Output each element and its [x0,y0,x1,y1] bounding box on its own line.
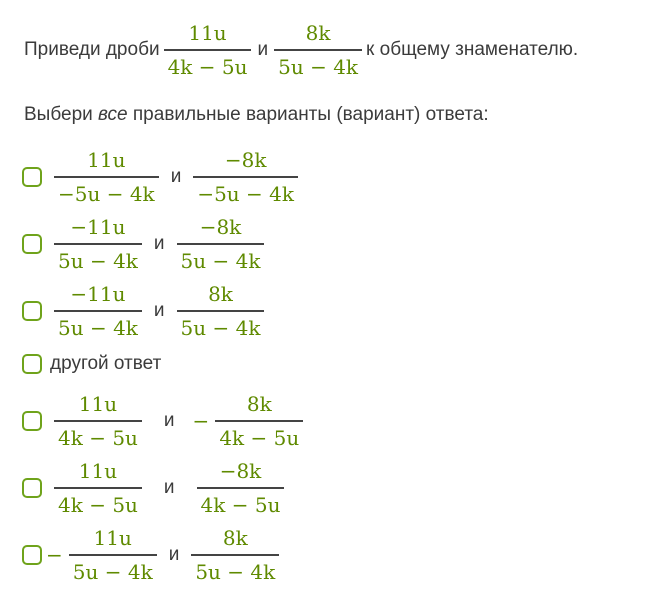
fraction-bar [215,420,304,422]
minus-sign: − [192,409,210,433]
fraction-numerator: 11u [93,526,132,551]
prompt-text-after: к общему знаменателю. [366,39,579,60]
fraction-numerator: 8k [222,526,248,551]
minus-sign: − [46,543,63,567]
fraction-denominator: 4k − 5u [58,425,138,450]
fraction-denominator: 5u − 4k [180,315,261,340]
fraction-denominator: 4k − 5u [200,492,281,517]
answer-option-4[interactable]: другой ответ [22,348,161,380]
fraction-bar [163,49,252,51]
fraction-denominator: 5u − 4k [72,559,153,584]
fraction-denominator: 5u − 4k [58,248,138,273]
option-fraction-2: −8k −5u − 4k [193,150,298,204]
option-text: другой ответ [50,353,162,374]
option-conjunction: и [168,544,180,565]
answer-option-1[interactable]: 11u −5u − 4k и −8k −5u − 4k [22,144,302,210]
option-fraction-1: −11u 5u − 4k [54,284,142,338]
prompt-text-before: Приведи дроби [24,39,160,60]
option-fraction-2: −8k 4k − 5u [196,459,285,517]
answer-option-3[interactable]: −11u 5u − 4k и 8k 5u − 4k [22,278,268,344]
fraction-numerator: 11u [78,459,118,484]
fraction-bar [54,487,142,489]
answer-option-5[interactable]: 11u 4k − 5u и − 8k 4k − 5u [22,388,307,454]
fraction-numerator: 11u [78,392,118,417]
fraction-denominator: 4k − 5u [167,54,248,79]
fraction-denominator: 4k − 5u [219,425,300,450]
fraction-bar [176,310,265,312]
fraction-bar [68,554,157,556]
option-fraction-1: 11u 5u − 4k [68,526,157,584]
fraction-numerator: 8k [246,392,272,417]
fraction-denominator: 5u − 4k [278,54,359,79]
option-conjunction: и [170,166,182,187]
option-fraction-1: 11u −5u − 4k [54,150,159,204]
option-fraction-2: 8k 5u − 4k [191,526,280,584]
fraction-denominator: −5u − 4k [197,181,294,206]
option-conjunction: и [163,410,175,431]
fraction-numerator: −8k [224,148,267,173]
instruction-emphasis: все [98,104,128,125]
instruction-before: Выбери [24,104,93,125]
fraction-bar [54,310,142,312]
option-fraction-2: −8k 5u − 4k [176,215,265,273]
prompt-fraction-2: 8k 5u − 4k [274,21,363,79]
fraction-numerator: 8k [305,21,331,46]
fraction-bar [176,243,265,245]
fraction-numerator: −11u [70,282,126,307]
fraction-bar [196,487,285,489]
fraction-numerator: 8k [208,282,233,307]
checkbox[interactable] [22,478,42,498]
fraction-bar [54,420,142,422]
fraction-numerator: 11u [87,148,126,173]
fraction-bar [274,49,363,51]
fraction-denominator: −5u − 4k [58,181,155,206]
fraction-bar [54,176,159,178]
option-conjunction: и [153,300,165,321]
fraction-denominator: 5u − 4k [195,559,276,584]
fraction-numerator: −11u [70,215,126,240]
option-fraction-2: 8k 5u − 4k [176,282,265,340]
fraction-denominator: 5u − 4k [180,248,261,273]
fraction-bar [193,176,298,178]
fraction-numerator: −8k [199,215,242,240]
instruction-text: Выбери все правильные варианты (вариант)… [24,104,489,126]
checkbox[interactable] [22,301,42,321]
question-prompt: Приведи дроби 11u 4k − 5u и 8k 5u − 4k к… [24,16,578,84]
instruction-after: правильные варианты (вариант) ответа: [132,104,489,125]
option-conjunction: и [153,233,165,254]
fraction-denominator: 4k − 5u [58,492,138,517]
option-fraction-1: 11u 4k − 5u [54,394,142,448]
option-fraction-1: −11u 5u − 4k [54,217,142,271]
fraction-numerator: −8k [219,459,262,484]
prompt-conjunction: и [257,39,269,60]
fraction-bar [54,243,142,245]
checkbox[interactable] [22,234,42,254]
fraction-bar [191,554,280,556]
prompt-fraction-1: 11u 4k − 5u [163,21,252,79]
option-fraction-2: 8k 4k − 5u [215,392,304,450]
fraction-numerator: 11u [188,21,227,46]
option-fraction-1: 11u 4k − 5u [54,461,142,515]
checkbox[interactable] [22,545,42,565]
answer-option-7[interactable]: − 11u 5u − 4k и 8k 5u − 4k [22,522,283,588]
fraction-denominator: 5u − 4k [58,315,138,340]
checkbox[interactable] [22,411,42,431]
checkbox[interactable] [22,354,42,374]
option-conjunction: и [163,477,175,498]
answer-option-2[interactable]: −11u 5u − 4k и −8k 5u − 4k [22,211,268,277]
checkbox[interactable] [22,167,42,187]
answer-option-6[interactable]: 11u 4k − 5u и −8k 4k − 5u [22,455,288,521]
